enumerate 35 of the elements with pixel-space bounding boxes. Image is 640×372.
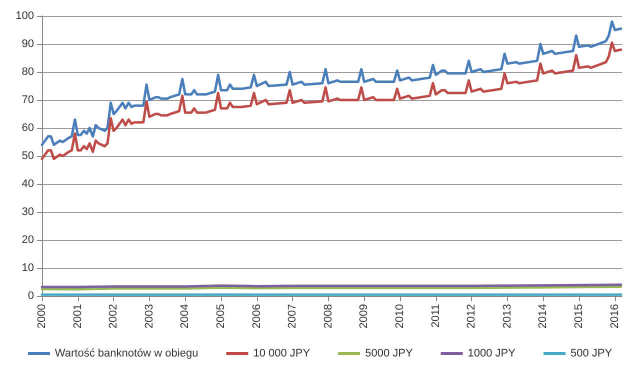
x-tick-label: 2012 <box>466 304 478 328</box>
y-tick-label: 90 <box>22 38 34 50</box>
y-tick-label: 50 <box>22 150 34 162</box>
legend-label: Wartość banknotów w obiegu <box>54 348 198 360</box>
y-tick-label: 0 <box>28 290 34 302</box>
y-tick-label: 40 <box>22 178 34 190</box>
y-tick-label: 30 <box>22 206 34 218</box>
x-tick-label: 2004 <box>179 304 192 328</box>
line-series <box>40 20 622 146</box>
x-tick-label: 2006 <box>250 304 263 328</box>
x-tick-label: 2010 <box>394 304 406 328</box>
x-tick-label: 2015 <box>573 304 586 328</box>
y-tick-label: 100 <box>16 10 34 22</box>
line-series <box>40 41 622 160</box>
x-tick-label: 2002 <box>108 304 120 328</box>
x-tick-label: 2005 <box>215 304 228 328</box>
legend-label: 500 JPY <box>570 348 613 360</box>
y-tick-label: 20 <box>22 234 34 246</box>
x-tick-label: 2003 <box>143 304 156 328</box>
legend-label: 5000 JPY <box>365 348 414 360</box>
y-tick-label: 10 <box>22 262 34 274</box>
y-tick-label: 70 <box>22 94 34 106</box>
x-tick-label: 2008 <box>322 304 334 328</box>
y-tick-label: 80 <box>22 66 34 78</box>
x-tick-label: 2009 <box>358 304 370 328</box>
x-tick-label: 2007 <box>286 304 299 328</box>
y-tick-label: 60 <box>22 122 34 134</box>
x-tick-label: 2000 <box>36 304 48 328</box>
x-tick-label: 2013 <box>501 304 514 328</box>
x-tick-label: 2014 <box>537 304 550 328</box>
legend-label: 10 000 JPY <box>253 348 311 360</box>
x-tick-label: 2011 <box>430 304 442 328</box>
x-tick-label: 2016 <box>608 304 621 328</box>
legend-label: 1000 JPY <box>468 348 516 360</box>
x-tick-label: 2001 <box>72 304 84 328</box>
